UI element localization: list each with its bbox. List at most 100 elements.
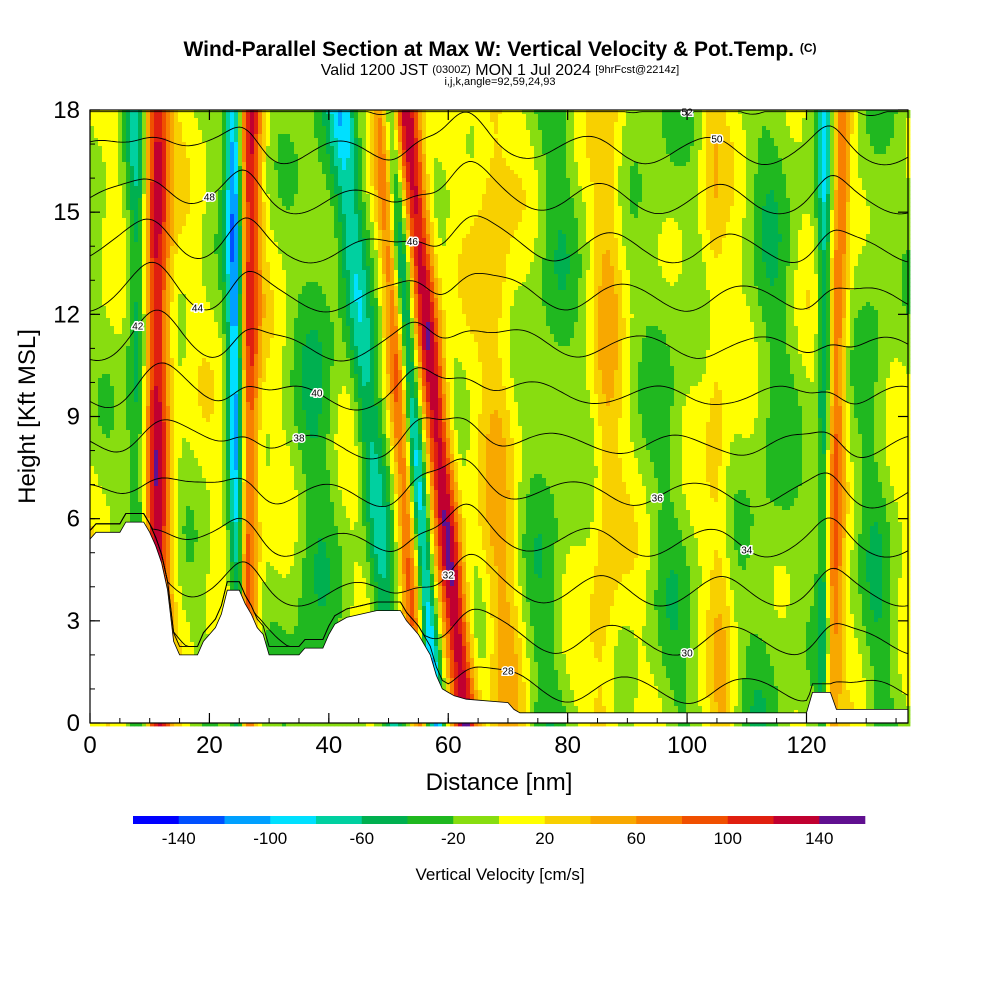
field-cell — [102, 322, 106, 326]
field-cell — [98, 162, 102, 166]
field-cell — [114, 334, 118, 338]
field-cell — [98, 326, 102, 330]
field-cell — [126, 406, 130, 410]
field-cell — [122, 426, 126, 430]
field-cell — [130, 298, 134, 302]
field-cell — [114, 370, 118, 374]
field-cell — [130, 134, 134, 138]
field-cell — [98, 182, 102, 186]
field-cell — [110, 346, 114, 350]
field-cell — [134, 254, 138, 258]
field-cell — [94, 350, 98, 354]
field-cell — [110, 438, 114, 442]
field-cell — [102, 462, 106, 466]
field-cell — [130, 494, 134, 498]
field-cell — [94, 230, 98, 234]
field-cell — [114, 426, 118, 430]
field-cell — [106, 470, 110, 474]
field-cell — [90, 390, 94, 394]
field-cell — [122, 478, 126, 482]
field-cell — [118, 442, 122, 446]
field-cell — [134, 346, 138, 350]
field-cell — [130, 506, 134, 510]
field-cell — [90, 146, 94, 150]
field-cell — [110, 130, 114, 134]
field-cell — [130, 338, 134, 342]
field-cell — [110, 306, 114, 310]
field-cell — [122, 394, 126, 398]
field-cell — [134, 110, 138, 114]
field-cell — [90, 130, 94, 134]
field-cell — [126, 246, 130, 250]
field-cell — [102, 210, 106, 214]
field-cell — [134, 122, 138, 126]
field-cell — [94, 202, 98, 206]
field-cell — [126, 314, 130, 318]
field-cell — [90, 490, 94, 494]
field-cell — [118, 398, 122, 402]
field-cell — [94, 334, 98, 338]
field-cell — [126, 418, 130, 422]
field-cell — [94, 506, 98, 510]
field-cell — [106, 210, 110, 214]
field-cell — [106, 154, 110, 158]
field-cell — [102, 154, 106, 158]
field-cell — [118, 250, 122, 254]
field-cell — [90, 510, 94, 514]
field-cell — [110, 146, 114, 150]
field-cell — [110, 514, 114, 518]
field-cell — [134, 354, 138, 358]
field-cell — [118, 514, 122, 518]
field-cell — [106, 430, 110, 434]
field-cell — [106, 414, 110, 418]
field-cell — [114, 498, 118, 502]
field-cell — [134, 126, 138, 130]
field-cell — [110, 274, 114, 278]
field-cell — [114, 202, 118, 206]
field-cell — [122, 222, 126, 226]
field-cell — [98, 214, 102, 218]
field-cell — [126, 294, 130, 298]
field-cell — [90, 498, 94, 502]
field-cell — [130, 454, 134, 458]
field-cell — [130, 470, 134, 474]
field-cell — [122, 494, 126, 498]
field-cell — [98, 278, 102, 282]
field-cell — [102, 394, 106, 398]
field-cell — [106, 222, 110, 226]
field-cell — [94, 514, 98, 518]
field-cell — [90, 274, 94, 278]
field-cell — [118, 110, 122, 114]
field-cell — [98, 166, 102, 170]
field-cell — [102, 350, 106, 354]
field-cell — [134, 174, 138, 178]
field-cell — [130, 450, 134, 454]
field-cell — [130, 358, 134, 362]
field-cell — [98, 266, 102, 270]
field-cell — [114, 174, 118, 178]
field-cell — [126, 186, 130, 190]
field-cell — [102, 458, 106, 462]
field-cell — [126, 250, 130, 254]
field-cell — [106, 438, 110, 442]
field-cell — [110, 342, 114, 346]
field-cell — [114, 262, 118, 266]
field-cell — [90, 154, 94, 158]
field-cell — [118, 502, 122, 506]
field-cell — [94, 198, 98, 202]
field-cell — [134, 462, 138, 466]
field-cell — [106, 386, 110, 390]
field-cell — [98, 110, 102, 114]
field-cell — [130, 378, 134, 382]
field-cell — [102, 282, 106, 286]
field-cell — [138, 122, 142, 126]
field-cell — [122, 310, 126, 314]
field-cell — [126, 462, 130, 466]
field-cell — [126, 494, 130, 498]
field-cell — [102, 286, 106, 290]
field-cell — [110, 294, 114, 298]
field-cell — [114, 266, 118, 270]
field-cell — [94, 290, 98, 294]
field-cell — [110, 494, 114, 498]
field-cell — [130, 394, 134, 398]
